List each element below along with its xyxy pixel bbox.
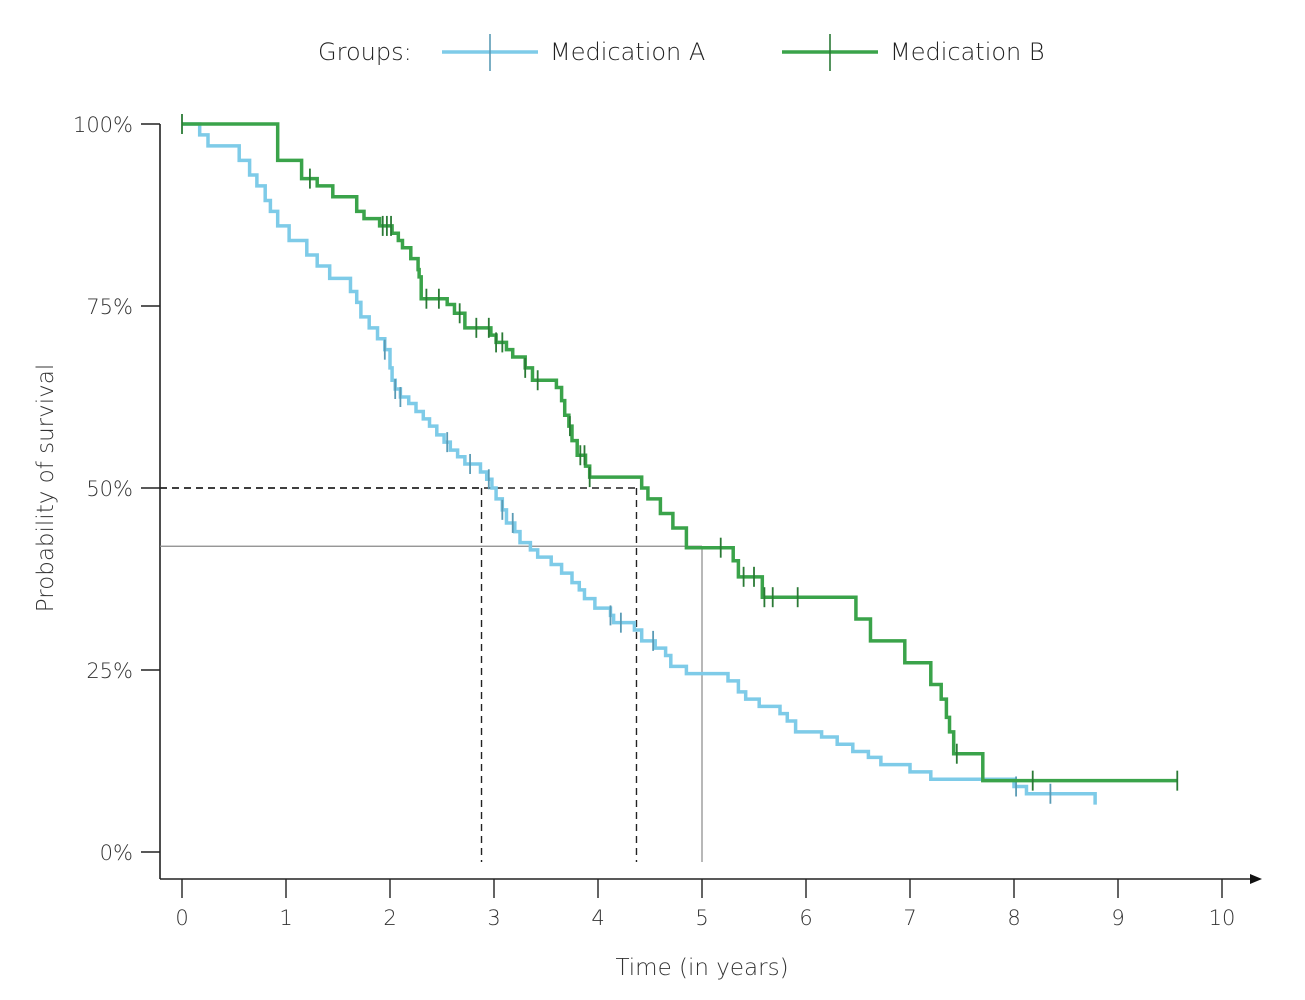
survival-curve bbox=[182, 122, 1178, 783]
y-tick-label: 0% bbox=[100, 841, 133, 865]
x-tick-label: 7 bbox=[903, 906, 916, 930]
x-tick-label: 3 bbox=[487, 906, 500, 930]
series-medication-a bbox=[182, 122, 1097, 805]
x-tick-label: 5 bbox=[695, 906, 708, 930]
legend-title: Groups: bbox=[318, 38, 412, 66]
x-tick-label: 2 bbox=[383, 906, 396, 930]
x-axis: 0 1 2 3 4 5 6 7 8 9 10 bbox=[160, 874, 1262, 930]
x-axis-title: Time (in years) bbox=[615, 955, 788, 981]
x-tick-label: 8 bbox=[1007, 906, 1020, 930]
x-tick-label: 0 bbox=[175, 906, 188, 930]
x-axis-arrow-icon bbox=[1250, 874, 1262, 884]
legend-label-medication-a: Medication A bbox=[550, 38, 705, 66]
y-tick-label: 25% bbox=[86, 659, 133, 683]
x-tick-label: 1 bbox=[279, 906, 292, 930]
y-tick-label: 50% bbox=[86, 477, 133, 501]
y-axis-title: Probability of survival bbox=[33, 364, 59, 613]
survival-curve bbox=[182, 122, 1097, 805]
y-tick-label: 75% bbox=[86, 295, 133, 319]
x-tick-label: 10 bbox=[1209, 906, 1236, 930]
y-tick-label: 100% bbox=[73, 113, 133, 137]
y-axis: 0% 25% 50% 75% 100% bbox=[73, 113, 161, 879]
legend-label-medication-b: Medication B bbox=[890, 38, 1045, 66]
x-tick-label: 9 bbox=[1111, 906, 1124, 930]
legend: Groups: Medication A Medication B bbox=[318, 34, 1045, 71]
x-tick-label: 4 bbox=[591, 906, 604, 930]
x-tick-label: 6 bbox=[799, 906, 812, 930]
series-layer bbox=[181, 114, 1179, 805]
series-medication-b bbox=[181, 114, 1179, 791]
annotations bbox=[160, 487, 703, 862]
